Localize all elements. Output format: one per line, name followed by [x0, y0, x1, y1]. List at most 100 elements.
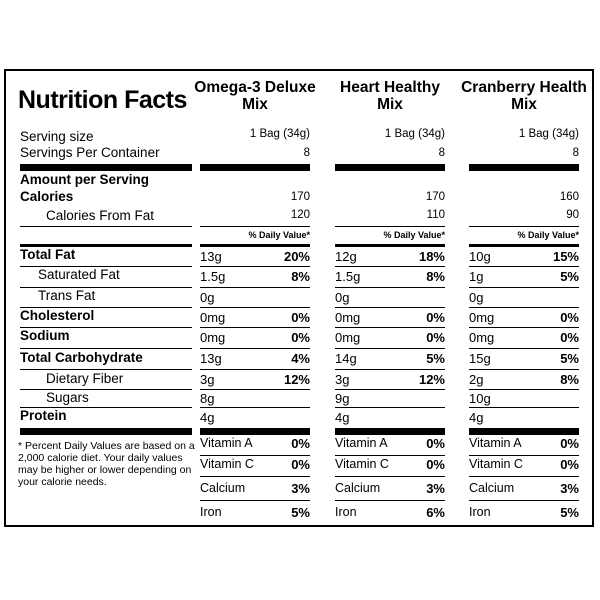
- label-row-rule: [20, 348, 192, 349]
- trans-fat-value: 0g: [335, 290, 350, 305]
- cholesterol-value: 0mg: [469, 310, 495, 325]
- row-rule: [335, 287, 445, 288]
- row-rule: [335, 389, 445, 390]
- medium-rule: [469, 244, 579, 247]
- row-rule: [335, 266, 445, 267]
- row-rule: [335, 476, 445, 477]
- total-carbohydrate-dv: 4%: [291, 351, 310, 366]
- dietary-fiber-dv: 12%: [418, 372, 445, 387]
- sugars-value: 9g: [335, 391, 350, 406]
- cholesterol-dv: 0%: [291, 310, 310, 325]
- label-row-rule: [20, 307, 192, 308]
- label-thick-rule-2: [20, 428, 192, 435]
- thick-rule: [469, 164, 579, 171]
- sodium-value: 0mg: [335, 330, 361, 345]
- row-rule: [200, 307, 310, 308]
- sugars-label: Sugars: [46, 390, 89, 405]
- label-thick-rule-1: [20, 164, 192, 171]
- total-fat-value: 12g: [335, 249, 357, 264]
- row-rule: [335, 348, 445, 349]
- iron-dv: 5%: [291, 505, 310, 520]
- vitamin-c-label: Vitamin C: [469, 457, 523, 471]
- row-rule: [469, 389, 579, 390]
- calories-value: 170: [290, 191, 310, 203]
- row-rule: [469, 455, 579, 456]
- saturated-fat-dv: 5%: [560, 269, 579, 284]
- cholesterol-label: Cholesterol: [20, 308, 95, 323]
- dietary-fiber-value: 3g: [200, 372, 215, 387]
- sugars-value: 8g: [200, 391, 215, 406]
- dietary-fiber-label: Dietary Fiber: [46, 371, 124, 386]
- cholesterol-dv: 0%: [426, 310, 445, 325]
- vitamin-c-label: Vitamin C: [200, 457, 254, 471]
- row-rule: [200, 500, 310, 501]
- row-rule: [469, 476, 579, 477]
- row-rule: [200, 389, 310, 390]
- thick-rule: [200, 164, 310, 171]
- label-row-rule: [20, 369, 192, 370]
- dietary-fiber-dv: 12%: [283, 372, 310, 387]
- daily-value-header: % Daily Value*: [517, 230, 579, 240]
- trans-fat-value: 0g: [469, 290, 484, 305]
- row-rule: [469, 266, 579, 267]
- label-row-rule: [20, 287, 192, 288]
- sodium-dv: 0%: [426, 330, 445, 345]
- protein-value: 4g: [335, 410, 350, 425]
- daily-value-header: % Daily Value*: [248, 230, 310, 240]
- product-name: Heart Healthy Mix: [340, 79, 440, 113]
- row-rule: [200, 348, 310, 349]
- thick-rule: [335, 428, 445, 435]
- vitamin-a-dv: 0%: [426, 436, 445, 451]
- row-rule: [335, 500, 445, 501]
- row-rule: [469, 369, 579, 370]
- total-carbohydrate-value: 13g: [200, 351, 222, 366]
- label-row-rule: [20, 389, 192, 390]
- vitamin-c-dv: 0%: [291, 457, 310, 472]
- row-rule: [469, 307, 579, 308]
- vitamin-c-dv: 0%: [426, 457, 445, 472]
- calcium-label: Calcium: [200, 481, 246, 495]
- calories-from-fat-value: 90: [566, 209, 579, 221]
- daily-value-header: % Daily Value*: [383, 230, 445, 240]
- protein-value: 4g: [200, 410, 215, 425]
- calories-value: 170: [425, 191, 445, 203]
- total-fat-dv: 15%: [552, 249, 579, 264]
- total-carbohydrate-label: Total Carbohydrate: [20, 350, 143, 365]
- servings-per-container-label: Servings Per Container: [20, 145, 160, 160]
- dietary-fiber-dv: 8%: [560, 372, 579, 387]
- vitamin-a-dv: 0%: [291, 436, 310, 451]
- total-carbohydrate-value: 15g: [469, 351, 491, 366]
- sodium-dv: 0%: [291, 330, 310, 345]
- sodium-value: 0mg: [200, 330, 226, 345]
- thick-rule: [335, 164, 445, 171]
- iron-label: Iron: [469, 505, 491, 519]
- row-rule: [469, 407, 579, 408]
- total-fat-label: Total Fat: [20, 247, 76, 262]
- row-rule: [200, 369, 310, 370]
- row-rule: [335, 455, 445, 456]
- product-name: Cranberry Health Mix: [461, 79, 587, 113]
- cholesterol-value: 0mg: [335, 310, 361, 325]
- calcium-label: Calcium: [335, 481, 381, 495]
- label-row-rule: [20, 327, 192, 328]
- servings-value: 8: [572, 147, 579, 159]
- iron-dv: 5%: [560, 505, 579, 520]
- row-rule: [200, 407, 310, 408]
- servings-value: 8: [438, 147, 445, 159]
- saturated-fat-dv: 8%: [291, 269, 310, 284]
- iron-dv: 6%: [426, 505, 445, 520]
- calcium-dv: 3%: [426, 481, 445, 496]
- total-carbohydrate-dv: 5%: [560, 351, 579, 366]
- amount-per-serving-label: Amount per Serving: [20, 172, 150, 187]
- vitamin-a-dv: 0%: [560, 436, 579, 451]
- serving-size-value: 1 Bag (34g): [384, 128, 445, 140]
- total-fat-dv: 18%: [418, 249, 445, 264]
- vitamin-c-label: Vitamin C: [335, 457, 389, 471]
- serving-size-value: 1 Bag (34g): [518, 128, 579, 140]
- nutrition-panel: [4, 69, 594, 527]
- saturated-fat-value: 1.5g: [200, 269, 226, 284]
- vitamin-a-label: Vitamin A: [200, 436, 253, 450]
- thick-rule: [469, 428, 579, 435]
- calcium-dv: 3%: [291, 481, 310, 496]
- saturated-fat-dv: 8%: [426, 269, 445, 284]
